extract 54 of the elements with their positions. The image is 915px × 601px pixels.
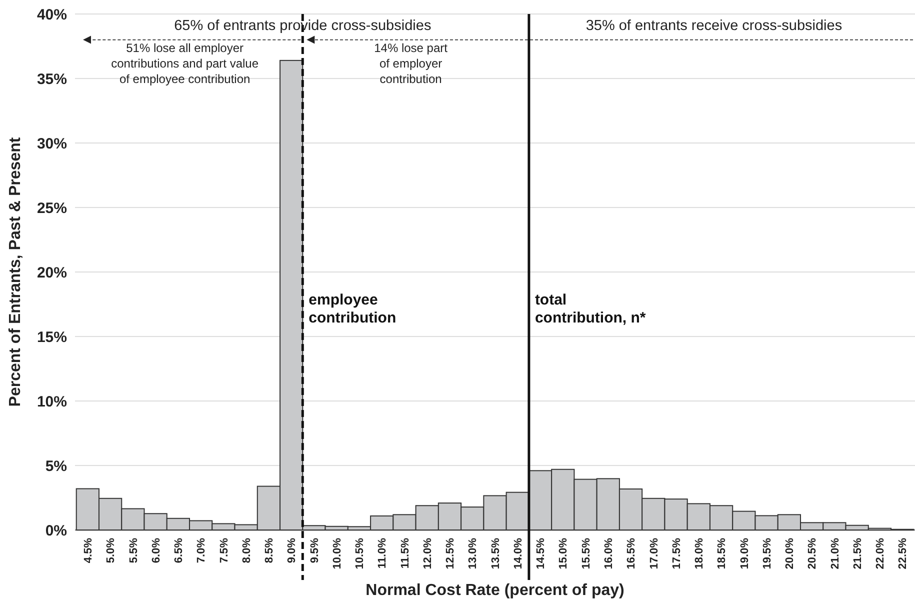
y-tick-label: 15% — [36, 328, 67, 346]
x-tick-label: 21.0% — [829, 538, 842, 570]
annotation: 65% of entrants provide cross-subsidies — [174, 18, 432, 34]
x-tick-label: 14.0% — [512, 538, 524, 570]
x-tick-label: 18.5% — [716, 538, 728, 570]
x-tick-label: 20.0% — [784, 538, 796, 570]
ref-line-label: total contribution, n* — [534, 291, 646, 326]
x-tick-label: 11.5% — [399, 538, 412, 569]
x-tick-label: 7.5% — [218, 538, 230, 564]
x-tick-label: 8.0% — [240, 538, 253, 564]
x-tick-label: 16.0% — [602, 538, 615, 570]
x-tick-label: 5.0% — [105, 538, 118, 564]
x-tick-label: 4.5% — [82, 538, 95, 564]
x-tick-label: 5.5% — [128, 538, 140, 564]
x-tick-label: 19.5% — [761, 538, 774, 570]
x-tick-label: 8.5% — [264, 538, 276, 564]
x-tick-label: 17.0% — [648, 538, 660, 570]
annotation: 35% of entrants receive cross-subsidies — [586, 18, 842, 34]
x-axis-title: Normal Cost Rate (percent of pay) — [366, 582, 624, 599]
x-tick-label: 15.5% — [580, 538, 592, 570]
y-tick-label: 35% — [36, 70, 67, 88]
x-tick-label: 22.0% — [874, 538, 887, 570]
y-tick-label: 10% — [36, 393, 67, 410]
x-tick-label: 18.0% — [694, 538, 706, 570]
ref-line-label: employee contribution — [308, 291, 396, 326]
y-tick-label: 0% — [45, 522, 67, 540]
x-tick-label: 9.0% — [286, 538, 298, 564]
annotation: 14% lose part of employer contribution — [374, 41, 448, 86]
x-tick-label: 13.5% — [490, 538, 502, 570]
x-tick-label: 6.0% — [150, 538, 162, 564]
y-axis-title: Percent of Entrants, Past & Present — [7, 136, 24, 407]
x-tick-label: 6.5% — [173, 538, 186, 564]
x-tick-label: 10.5% — [354, 538, 366, 570]
x-tick-label: 12.0% — [422, 538, 434, 570]
y-tick-label: 30% — [36, 135, 67, 152]
x-tick-label: 12.5% — [444, 538, 457, 570]
y-tick-label: 5% — [45, 458, 67, 475]
y-tick-label: 25% — [36, 200, 67, 217]
y-tick-label: 40% — [36, 6, 67, 24]
annotation: 51% lose all employer contributions and part value of employee contribution — [111, 41, 259, 86]
x-tick-label: 14.5% — [535, 538, 548, 570]
x-tick-label: 20.5% — [806, 538, 819, 570]
x-tick-label: 9.5% — [308, 538, 321, 564]
x-tick-label: 17.5% — [670, 538, 683, 570]
x-tick-label: 7.0% — [196, 538, 208, 564]
x-tick-label: 21.5% — [852, 538, 864, 570]
x-tick-label: 10.0% — [331, 538, 344, 570]
x-tick-label: 11.0% — [376, 538, 389, 569]
x-tick-label: 13.0% — [467, 538, 480, 570]
x-tick-label: 15.0% — [558, 538, 570, 570]
x-tick-label: 19.0% — [738, 538, 751, 570]
x-tick-label: 22.5% — [897, 538, 910, 570]
x-tick-label: 16.5% — [626, 538, 638, 570]
y-tick-label: 20% — [36, 264, 67, 282]
